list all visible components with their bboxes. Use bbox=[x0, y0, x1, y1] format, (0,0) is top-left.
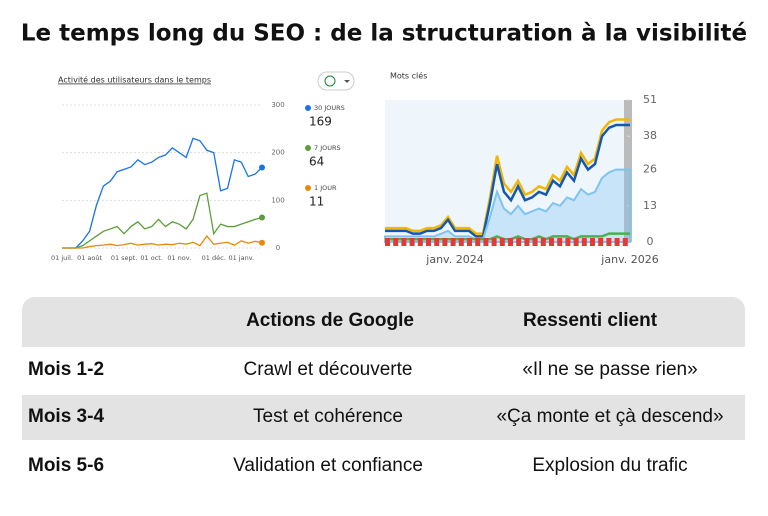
plot-bg bbox=[385, 100, 632, 242]
area bbox=[384, 168, 631, 243]
row-bg bbox=[22, 395, 745, 440]
annotation-flag bbox=[434, 238, 440, 246]
y-tick-label: 200 bbox=[271, 149, 284, 157]
header-cell: Actions de Google bbox=[246, 310, 414, 331]
annotation-flag bbox=[565, 238, 571, 246]
keywords-chart: Mots clés 0 13 26 38 51 janv. 2024 janv. 2026 bbox=[384, 71, 659, 266]
y-tick-label: 0 bbox=[276, 244, 280, 252]
line bbox=[385, 232, 630, 241]
cell: «Ça monte et çà descend» bbox=[496, 406, 723, 427]
chart-title: Activité des utilisateurs dans le temps bbox=[58, 75, 211, 85]
annotation-flag bbox=[524, 238, 530, 246]
annotation-flag bbox=[606, 238, 612, 246]
annotation-flag bbox=[491, 238, 497, 246]
cell: «Il ne se passe rien» bbox=[522, 359, 697, 380]
annotation-flag bbox=[573, 238, 579, 246]
analytics-chart: Activité des utilisateurs dans le temps … bbox=[51, 71, 355, 262]
y-tick-label: 26 bbox=[643, 163, 657, 176]
annotation-flag bbox=[532, 238, 538, 246]
cell: Validation et confiance bbox=[233, 455, 423, 476]
annotation-flag bbox=[499, 238, 505, 246]
legend-value: 11 bbox=[309, 195, 324, 209]
x-tick-label: 01 juil. bbox=[51, 254, 73, 262]
annotation-flag bbox=[598, 238, 604, 246]
annotation-flag bbox=[458, 238, 464, 246]
annotation-flag bbox=[549, 238, 554, 246]
y-tick-label: 300 bbox=[271, 101, 284, 109]
annotation-flag bbox=[450, 238, 456, 246]
annotation-flag bbox=[508, 238, 513, 246]
annotation-flag bbox=[516, 238, 522, 246]
x-tick-label: 01 janv. bbox=[228, 254, 254, 262]
end-marker bbox=[259, 239, 265, 246]
y-tick-label: 0 bbox=[647, 235, 654, 248]
y-tick-label: 51 bbox=[643, 93, 657, 106]
x-tick-label: 01 sept. bbox=[111, 254, 137, 262]
annotation-flag bbox=[467, 238, 472, 246]
annotation-flag bbox=[540, 238, 546, 246]
annotation-flag bbox=[385, 238, 390, 246]
x-tick-label: 01 déc. bbox=[202, 254, 226, 262]
title: Le temps long du SEO : de la structurati… bbox=[21, 21, 747, 47]
legend-label: 7 JOURS bbox=[314, 144, 341, 152]
line bbox=[385, 123, 630, 238]
row-label: Mois 1-2 bbox=[28, 359, 104, 380]
y-tick-label: 13 bbox=[643, 199, 657, 212]
row-label: Mois 5-6 bbox=[28, 455, 104, 476]
annotation-flag bbox=[622, 238, 628, 246]
annotation-flag bbox=[442, 238, 448, 246]
legend-value: 64 bbox=[309, 155, 324, 169]
cell: Crawl et découverte bbox=[244, 359, 413, 380]
annotation-flag bbox=[581, 238, 587, 246]
legend-value: 169 bbox=[309, 115, 332, 129]
line bbox=[62, 192, 263, 249]
header-cell: Ressenti client bbox=[523, 310, 658, 331]
chart-title: Mots clés bbox=[390, 71, 427, 81]
annotation-flag bbox=[475, 238, 481, 246]
line bbox=[385, 118, 630, 235]
legend-label: 1 JOUR bbox=[314, 184, 337, 192]
x-tick-label: 01 août bbox=[77, 254, 102, 262]
cell: Test et cohérence bbox=[253, 406, 403, 427]
annotation-flag bbox=[401, 238, 407, 246]
annotation-flag bbox=[614, 238, 620, 246]
x-tick-label: janv. 2026 bbox=[600, 253, 658, 266]
annotation-flag bbox=[557, 238, 563, 246]
check-icon bbox=[324, 75, 336, 87]
annotation-flag bbox=[393, 238, 399, 246]
annotation-flag bbox=[426, 238, 431, 246]
header-bg bbox=[22, 297, 745, 347]
row-label: Mois 3-4 bbox=[28, 406, 104, 427]
table: Actions de Google Ressenti client Mois 1-2… bbox=[22, 297, 745, 476]
legend-dot bbox=[305, 185, 311, 191]
legend-label: 30 JOURS bbox=[314, 104, 345, 112]
annotation-flag bbox=[590, 238, 595, 246]
dropdown-icon bbox=[344, 80, 350, 83]
line bbox=[62, 235, 263, 249]
annotation-flag bbox=[483, 238, 489, 246]
legend-dot bbox=[305, 105, 311, 111]
line bbox=[62, 137, 263, 249]
annotation-flag bbox=[417, 238, 423, 246]
cell: Explosion du trafic bbox=[532, 455, 687, 476]
end-marker bbox=[259, 164, 265, 171]
y-tick-label: 38 bbox=[643, 129, 657, 142]
x-tick-label: 01 oct. bbox=[140, 254, 163, 262]
end-marker bbox=[259, 214, 265, 221]
legend-dot bbox=[305, 145, 311, 151]
annotation-flag bbox=[409, 238, 415, 246]
y-tick-label: 100 bbox=[271, 196, 284, 204]
x-tick-label: 01 nov. bbox=[167, 254, 191, 262]
scroll-bar bbox=[624, 100, 632, 242]
x-tick-label: janv. 2024 bbox=[425, 253, 483, 266]
